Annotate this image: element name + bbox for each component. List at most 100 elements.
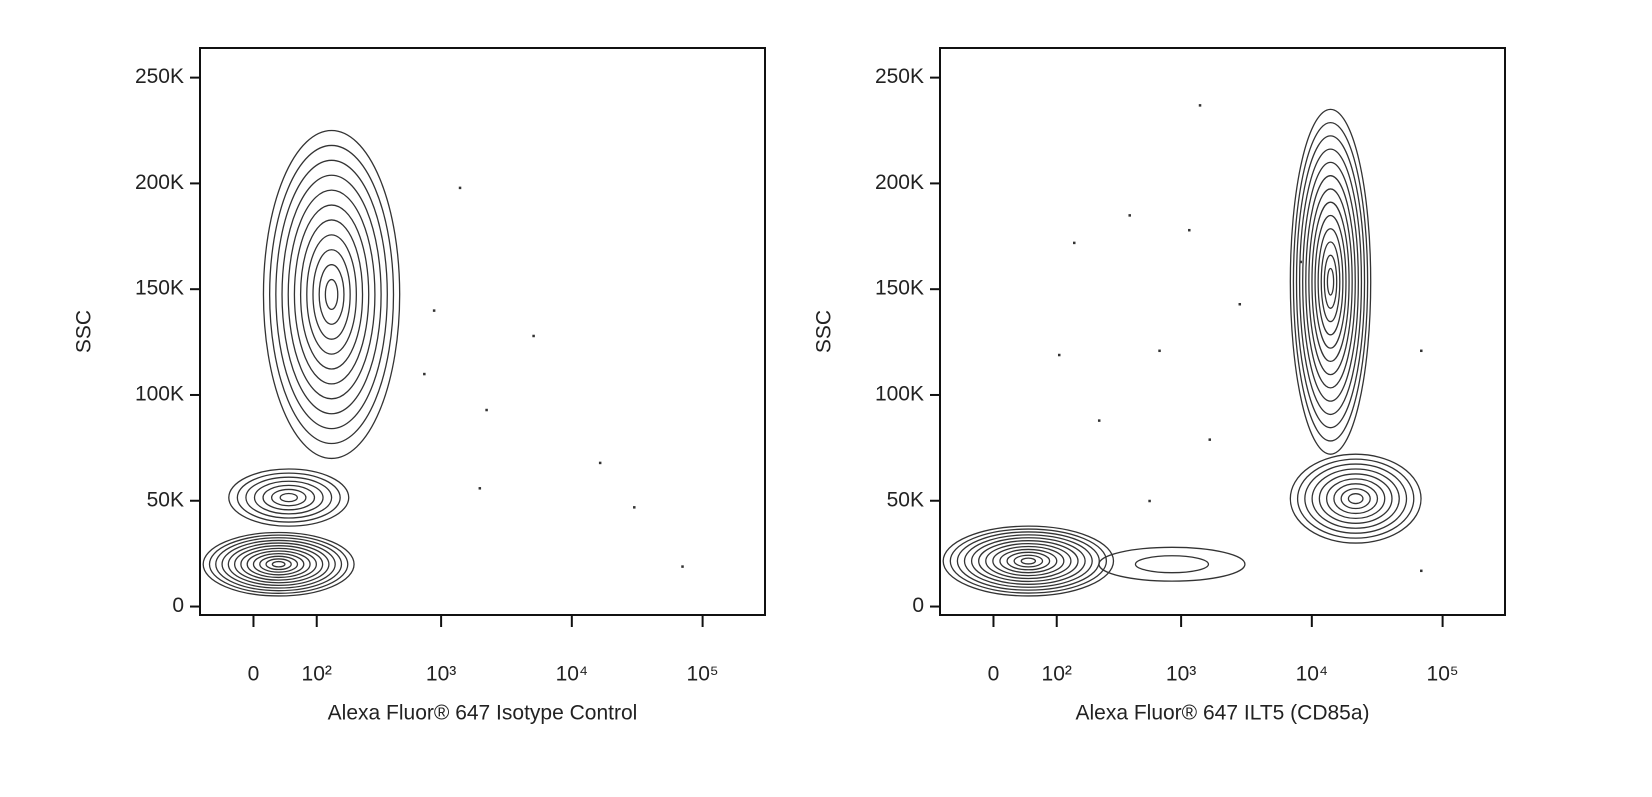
contour bbox=[246, 550, 311, 579]
y-tick-label: 150K bbox=[875, 277, 924, 300]
x-tick-label: 0 bbox=[988, 663, 1000, 686]
y-tick-label: 0 bbox=[912, 594, 924, 617]
contour bbox=[262, 129, 401, 460]
y-tick-label: 150K bbox=[135, 277, 184, 300]
contour bbox=[1304, 463, 1408, 534]
event-dot bbox=[1299, 260, 1303, 264]
contour bbox=[227, 542, 330, 587]
event-dot bbox=[532, 334, 535, 338]
event-dot bbox=[1073, 241, 1076, 245]
y-axis-label: SSC bbox=[73, 310, 96, 353]
contour bbox=[236, 472, 341, 523]
y-tick-label: 250K bbox=[875, 65, 924, 88]
event-dot bbox=[432, 309, 436, 312]
contour bbox=[963, 534, 1093, 588]
contour bbox=[1325, 478, 1386, 520]
contour bbox=[1318, 473, 1393, 524]
x-tick-label: 10⁴ bbox=[556, 663, 588, 686]
contour bbox=[999, 548, 1058, 574]
contour bbox=[949, 528, 1108, 594]
event-dot bbox=[1148, 499, 1151, 503]
contour bbox=[978, 540, 1079, 583]
contour bbox=[1098, 546, 1246, 582]
contour bbox=[275, 159, 388, 430]
contour bbox=[259, 555, 299, 573]
x-tick-label: 10³ bbox=[1166, 663, 1196, 686]
contour bbox=[1302, 161, 1359, 402]
y-tick-label: 100K bbox=[875, 383, 924, 406]
contour bbox=[1295, 135, 1366, 429]
y-tick-label: 0 bbox=[172, 594, 184, 617]
contour bbox=[306, 234, 357, 355]
contour bbox=[279, 492, 298, 503]
y-tick-label: 100K bbox=[135, 383, 184, 406]
contour bbox=[1020, 557, 1037, 565]
y-tick-label: 200K bbox=[875, 171, 924, 194]
contour bbox=[245, 476, 333, 519]
contour bbox=[271, 560, 286, 568]
event-dot bbox=[1188, 228, 1191, 232]
contour bbox=[1298, 148, 1363, 416]
contour bbox=[1323, 254, 1338, 309]
contour bbox=[1317, 228, 1344, 336]
event-dot bbox=[1238, 302, 1242, 306]
contour bbox=[1134, 555, 1210, 574]
y-axis-label: SSC bbox=[813, 310, 836, 353]
event-dot bbox=[1208, 438, 1212, 441]
x-tick-label: 10² bbox=[302, 663, 332, 686]
event-dot bbox=[423, 372, 426, 376]
contour bbox=[269, 144, 395, 445]
plot-frame bbox=[939, 47, 1506, 616]
event-dot bbox=[478, 487, 482, 490]
contour bbox=[970, 537, 1086, 585]
contour bbox=[956, 531, 1100, 591]
event-dot bbox=[1198, 104, 1202, 107]
contour bbox=[942, 525, 1115, 597]
x-tick-label: 10² bbox=[1042, 663, 1072, 686]
y-tick-label: 200K bbox=[135, 171, 184, 194]
y-tick-label: 250K bbox=[135, 65, 184, 88]
event-dot bbox=[681, 565, 684, 568]
contour bbox=[202, 531, 355, 597]
contour bbox=[992, 545, 1065, 577]
event-dot bbox=[1420, 569, 1423, 573]
contour bbox=[253, 480, 324, 515]
contour bbox=[985, 542, 1072, 580]
contour bbox=[1311, 468, 1400, 529]
contour bbox=[240, 547, 317, 581]
contour bbox=[312, 249, 351, 340]
event-dot bbox=[598, 461, 602, 465]
event-dot bbox=[458, 186, 462, 190]
contour bbox=[293, 204, 370, 385]
event-dot bbox=[485, 408, 488, 412]
event-dot bbox=[633, 506, 636, 509]
contour bbox=[1340, 488, 1371, 510]
event-dot bbox=[1097, 419, 1101, 422]
event-dot bbox=[1158, 349, 1161, 353]
contour bbox=[270, 488, 307, 507]
contour bbox=[221, 539, 336, 589]
contour bbox=[215, 537, 343, 592]
x-tick-label: 10³ bbox=[426, 663, 456, 686]
contour bbox=[1289, 453, 1422, 544]
contour bbox=[1308, 188, 1353, 376]
contour bbox=[1326, 267, 1335, 296]
contour bbox=[208, 534, 349, 594]
contour bbox=[228, 468, 350, 527]
contour bbox=[265, 558, 292, 571]
x-tick-label: 10⁴ bbox=[1296, 663, 1328, 686]
contour bbox=[1296, 458, 1415, 539]
contour bbox=[1314, 214, 1347, 349]
x-tick-label: 10⁵ bbox=[1427, 663, 1459, 686]
contour bbox=[1289, 108, 1372, 455]
x-axis-label: Alexa Fluor® 647 ILT5 (CD85a) bbox=[1075, 702, 1369, 725]
contour bbox=[1305, 175, 1356, 389]
contour bbox=[1311, 201, 1350, 363]
contour bbox=[1006, 551, 1051, 571]
contour bbox=[1320, 241, 1341, 323]
plot-frame bbox=[199, 47, 766, 616]
contour bbox=[324, 278, 339, 311]
event-dot bbox=[1420, 349, 1423, 353]
x-tick-label: 10⁵ bbox=[687, 663, 719, 686]
